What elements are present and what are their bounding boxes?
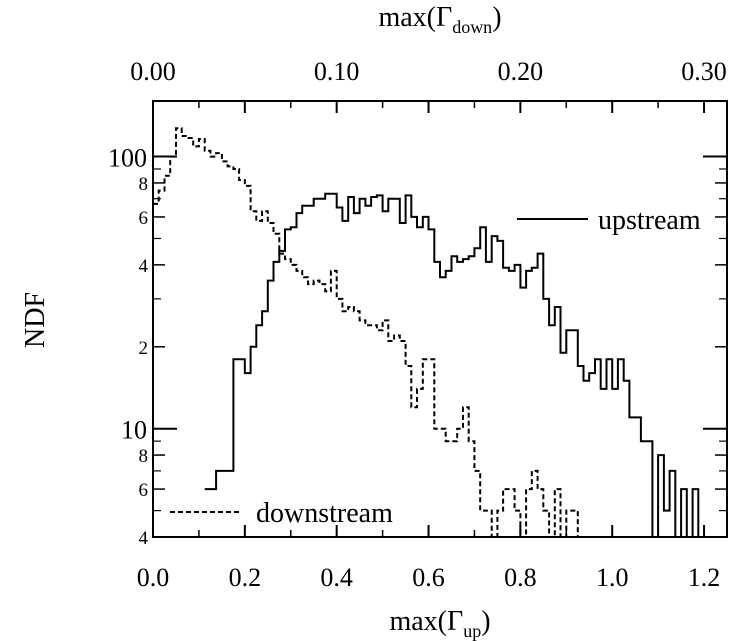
legend: upstream downstream	[170, 205, 701, 529]
y-minor-tick-label: 4	[139, 256, 149, 277]
x-tick-label-bottom: 1.2	[688, 563, 721, 592]
y-minor-tick-label: 8	[139, 446, 149, 467]
x-tick-label-top: 0.10	[314, 57, 360, 86]
y-minor-tick-label: 8	[139, 174, 149, 195]
series-upstream-line	[204, 192, 704, 538]
x-tick-label-bottom: 0.2	[229, 563, 262, 592]
x-tick-label-bottom: 0.8	[504, 563, 537, 592]
y-minor-tick-label: 6	[139, 208, 149, 229]
x-axis-title-top: max(Γdown)	[378, 2, 501, 37]
y-tick-label: 10	[121, 416, 147, 445]
x-tick-label-bottom: 0.4	[320, 563, 353, 592]
legend-downstream-label: downstream	[256, 498, 393, 529]
x-tick-label-top: 0.20	[498, 57, 544, 86]
y-tick-label: 100	[108, 144, 147, 173]
y-axis-title: NDF	[20, 292, 51, 348]
y-minor-tick-label: 6	[139, 480, 149, 501]
series-downstream-line	[153, 127, 584, 538]
x-tick-label-top: 0.00	[130, 57, 176, 86]
x-axis-title-bottom: max(Γup)	[389, 606, 490, 641]
x-tick-label-bottom: 1.0	[596, 563, 629, 592]
x-tick-label-top: 0.30	[681, 57, 727, 86]
y-minor-tick-label: 2	[139, 338, 149, 359]
plot-frame	[152, 100, 728, 538]
y-minor-tick-label: 4	[139, 528, 149, 549]
x-tick-label-bottom: 0.6	[412, 563, 445, 592]
axis-tick-labels: 0.0 0.2 0.4 0.6 0.8 1.0 1.2 0.00 0.10 0.20 0.30 10 1…	[108, 57, 727, 592]
x-tick-label-bottom: 0.0	[137, 563, 170, 592]
legend-upstream-label: upstream	[598, 205, 701, 236]
axis-ticks	[152, 101, 727, 538]
series-layer	[153, 127, 704, 538]
